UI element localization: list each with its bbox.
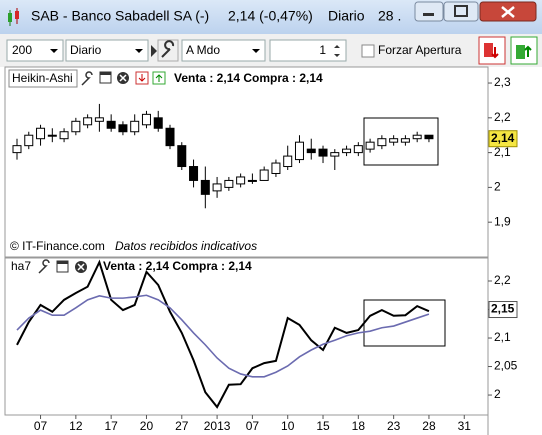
x-tick-label: 07 [246, 419, 260, 433]
title-box [8, 69, 78, 88]
last-value-label: 2,15 [491, 302, 515, 316]
candle-body [165, 127, 175, 147]
x-tick-label: 07 [34, 419, 48, 433]
candle-body [259, 169, 269, 181]
candle-body [236, 176, 246, 185]
candle-body [330, 152, 340, 157]
candle-body [12, 145, 22, 154]
candle-body [177, 145, 187, 168]
candle-body [389, 138, 399, 143]
window-period: Diario [328, 8, 365, 24]
candle-body [342, 148, 352, 154]
candle-body [424, 134, 434, 140]
copyright: © IT-Finance.com [10, 239, 105, 253]
x-tick-label: 12 [69, 419, 83, 433]
window-price: 2,14 (-0,47%) [228, 8, 313, 24]
x-tick-label: 15 [316, 419, 330, 433]
candle-body [271, 162, 281, 174]
settings-button[interactable] [157, 39, 179, 62]
indicator-panel [4, 257, 489, 416]
x-tick-label: 23 [387, 419, 401, 433]
candle-body [377, 138, 387, 147]
y-tick-label: 2,2 [494, 273, 511, 287]
x-tick-label: 10 [281, 419, 295, 433]
y-tick-label: 2,05 [494, 359, 518, 373]
price-panel [4, 66, 489, 258]
candle-body [353, 145, 363, 154]
candle-body [94, 117, 104, 122]
indicator-line [16, 259, 430, 409]
candle-body [141, 113, 151, 126]
y-tick-label: 2,1 [494, 330, 511, 344]
candle-body [400, 138, 410, 143]
panel-title: Heikin-Ashi [12, 71, 73, 85]
checkbox-label: Forzar Apertura [378, 43, 462, 57]
panel-info: Venta : 2,14 Compra : 2,14 [103, 259, 252, 273]
candle-body [59, 131, 69, 140]
candle-body [83, 117, 93, 126]
candle-body [36, 127, 46, 140]
y-tick-label: 2,1 [494, 145, 511, 159]
x-tick-label: 27 [175, 419, 189, 433]
candle-body [200, 179, 210, 195]
y-tick-label: 2,2 [494, 110, 511, 124]
candle-body [71, 120, 81, 133]
last-value-box [488, 301, 518, 319]
candle-body [318, 148, 328, 157]
selection-box [363, 117, 439, 166]
panel-icons [81, 71, 166, 86]
close-button[interactable] [479, 1, 537, 22]
quantity-value: 1 [319, 43, 326, 57]
period-value: Diario [70, 43, 102, 57]
y-tick-label: 2 [494, 180, 501, 194]
x-tick-label: 28 [422, 419, 436, 433]
indicator-line [16, 294, 430, 378]
candle-body [118, 124, 128, 133]
candle-body [130, 120, 140, 133]
candle-body [365, 141, 375, 150]
candle-body [189, 166, 199, 181]
app-icon [8, 8, 19, 26]
force-open-checkbox[interactable]: Forzar Apertura [361, 43, 462, 58]
candle-body [412, 134, 422, 140]
y-tick-label: 1,9 [494, 214, 511, 228]
sell-button[interactable] [478, 36, 506, 65]
quantity-input[interactable]: 1 [269, 39, 347, 62]
y-tick-label: 2,3 [494, 75, 511, 89]
buy-button[interactable] [510, 36, 538, 65]
x-tick-label: 2013 [204, 419, 231, 433]
minimize-button[interactable] [414, 1, 444, 22]
candle-body [283, 155, 293, 168]
mode-select[interactable]: A Mdo [181, 39, 266, 62]
y-tick-label: 2 [494, 387, 501, 401]
panel-title: ha7 [11, 259, 31, 273]
panel-icons [38, 259, 87, 274]
separator-arrow [151, 45, 157, 57]
x-tick-label: 18 [352, 419, 366, 433]
period-select[interactable]: Diario [65, 39, 149, 62]
window-date: 28 . [378, 8, 401, 24]
data-note: Datos recibidos indicativos [115, 239, 257, 253]
x-tick-label: 20 [140, 419, 154, 433]
window-title: SAB - Banco Sabadell SA (-) [31, 8, 209, 24]
last-price-box [488, 130, 518, 148]
candle-body [24, 134, 34, 147]
x-tick-label: 17 [104, 419, 118, 433]
candle-body [153, 117, 163, 129]
bars-value: 200 [12, 43, 32, 57]
candle-body [306, 148, 316, 154]
mode-value: A Mdo [186, 43, 220, 57]
candle-body [294, 141, 304, 161]
last-price-label: 2,14 [491, 131, 515, 145]
candle-body [212, 183, 222, 192]
candle-body [47, 134, 57, 137]
bars-select[interactable]: 200 [6, 39, 64, 62]
maximize-button[interactable] [443, 1, 479, 22]
x-tick-label: 31 [458, 419, 472, 433]
candle-body [224, 179, 234, 188]
panel-info: Venta : 2,14 Compra : 2,14 [174, 71, 323, 85]
candle-body [247, 179, 257, 182]
candle-body [106, 120, 116, 129]
